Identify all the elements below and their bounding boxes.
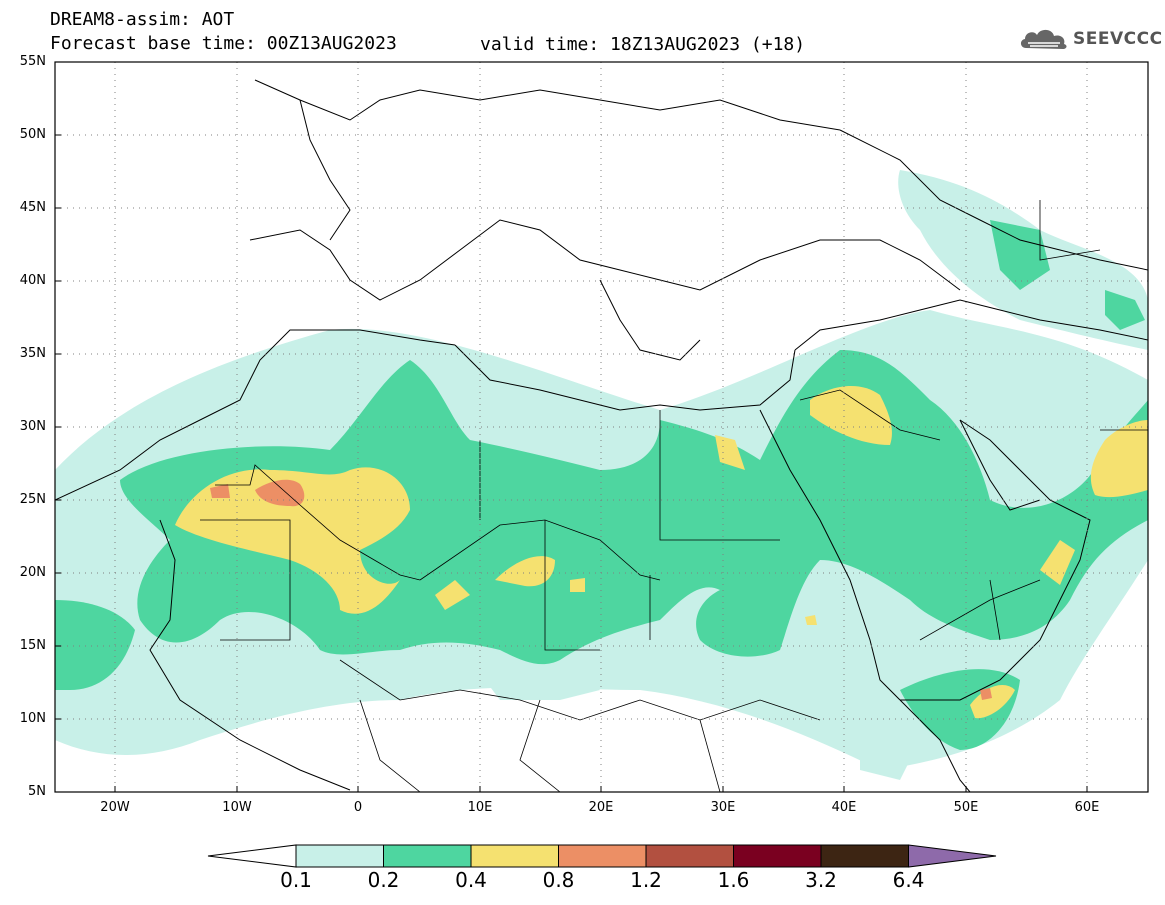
colorbar-label: 0.4 (455, 868, 487, 892)
colorbar-segment-6 (733, 844, 822, 868)
logo-text: SEEVCCC (1073, 29, 1163, 49)
colorbar-segment-1 (295, 844, 384, 868)
lat-tick-label: 20N (19, 565, 46, 580)
lat-tick-label: 40N (19, 273, 46, 288)
forecast-base-time: Forecast base time: 00Z13AUG2023 (50, 33, 397, 54)
colorbar-segment-2 (383, 844, 472, 868)
colorbar-segment-4 (558, 844, 647, 868)
lon-tick-label: 50E (953, 800, 979, 815)
coastlines (55, 79, 1148, 792)
lon-tick-label: 20E (588, 800, 614, 815)
colorbar-segment-above (908, 844, 997, 868)
lat-tick-label: 35N (19, 346, 46, 361)
colorbar-segment-7 (820, 844, 909, 868)
colorbar-segment-3 (470, 844, 559, 868)
colorbar-label: 1.6 (717, 868, 750, 892)
lon-tick-label: 10W (222, 800, 252, 815)
aot-contour-0.8 (210, 479, 992, 700)
lat-tick-label: 50N (19, 127, 46, 142)
map-title: DREAM8-assim: AOT (50, 9, 235, 30)
graticule (55, 62, 1148, 792)
lat-tick-label: 55N (19, 54, 46, 69)
colorbar-label: 1.2 (630, 868, 662, 892)
colorbar-label: 0.8 (542, 868, 575, 892)
cloud-icon (1020, 29, 1067, 49)
valid-time: valid time: 18Z13AUG2023 (+18) (480, 34, 806, 55)
lon-tick-label: 0 (353, 800, 363, 815)
aot-contour-0.4 (175, 385, 1148, 719)
lat-tick-label: 10N (19, 711, 46, 726)
lat-tick-label: 15N (19, 638, 46, 653)
lon-tick-label: 60E (1074, 800, 1100, 815)
lat-tick-label: 5N (28, 784, 46, 799)
colorbar-label: 6.4 (892, 868, 925, 892)
colorbar-segment-5 (645, 844, 734, 868)
colorbar-segment-below (207, 844, 297, 868)
colorbar-label: 0.2 (367, 868, 400, 892)
lon-tick-label: 20W (100, 800, 130, 815)
seevccc-logo: SEEVCCC (1018, 26, 1163, 52)
tick-marks (55, 61, 1088, 792)
lon-tick-label: 40E (831, 800, 857, 815)
colorbar (207, 844, 997, 868)
country-borders (200, 200, 1148, 792)
lat-tick-label: 25N (19, 492, 46, 507)
lon-tick-label: 10E (467, 800, 493, 815)
colorbar-label: 0.1 (280, 868, 312, 892)
lon-tick-label: 30E (710, 800, 736, 815)
colorbar-label: 3.2 (805, 868, 837, 892)
lat-tick-label: 45N (19, 200, 46, 215)
lat-tick-label: 30N (19, 419, 46, 434)
